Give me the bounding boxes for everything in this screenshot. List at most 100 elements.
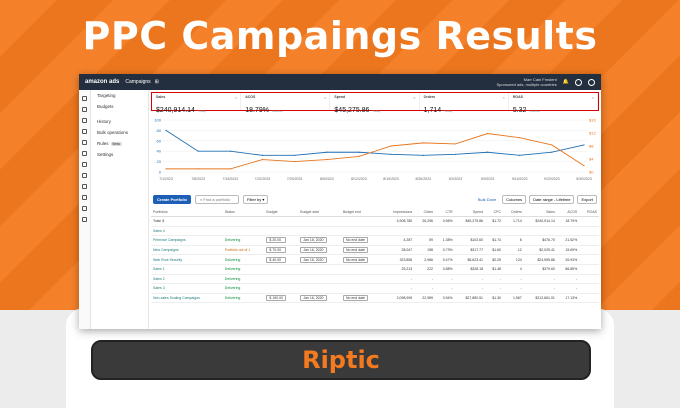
budget-end-input[interactable]: No end date [342,256,369,263]
account-switcher[interactable]: Marr Cain Fmstent Sponsored ads, multipl… [497,77,557,87]
portfolio-name-link[interactable]: Sales 2 [151,274,223,285]
table-row[interactable]: Sales 4 [151,226,599,237]
column-header[interactable]: Budget end [340,208,382,217]
column-header[interactable]: Orders [503,208,524,217]
budget-start-input[interactable]: Jan 16, 2020 [300,256,327,263]
table-row[interactable]: Non-sales Scaling Campaigns Delivering $ 1… [151,293,599,304]
rail-icon-9[interactable] [82,184,87,189]
column-header[interactable]: Budget start [298,208,341,217]
sidebar-item-bulk-operations[interactable]: Bulk operations [97,130,129,135]
column-header[interactable]: Spend [454,208,486,217]
sidebar-item-targeting[interactable]: Targeting [97,93,116,98]
close-icon[interactable]: × [502,95,505,100]
budget-start-cell [298,226,341,237]
cell-ctr: 0.47% [434,254,455,265]
table-row[interactable]: Sales 1 Delivering 25,213 222 0.88% $328.18 $1… [151,264,599,275]
budget-input[interactable]: $ 40.00 [266,256,287,263]
table-row[interactable]: Web Root Security Delivering $ 40.00 Jan 16… [151,254,599,265]
budget-end-input[interactable]: No end date [342,237,369,244]
cell-sales: $212,661.01 [523,293,557,304]
portfolio-name-link[interactable]: Sales 4 [151,226,223,237]
rail-icon-4[interactable] [82,129,87,134]
data-point [294,161,296,163]
portfolio-name-link[interactable]: Sales 3 [151,283,223,294]
portfolio-name-link[interactable]: Web Root Security [151,254,223,265]
column-header[interactable]: Portfolios [151,208,223,217]
budget-start-input[interactable]: Jan 16, 2020 [300,247,327,254]
data-point [454,153,456,155]
budget-end-input[interactable]: No end date [342,247,369,254]
export-button[interactable]: Export [577,194,597,204]
table-row[interactable]: Primrose Campaigns Delivering $ 20.00 Jan 1… [151,235,599,246]
column-header[interactable]: CPC [485,208,504,217]
cell-clicks: 2,966 [414,254,435,265]
budget-end-cell: No end date [340,293,382,304]
data-point [583,165,585,167]
budget-input[interactable]: $ 70.00 [266,247,287,254]
budget-start-input[interactable]: Jan 16, 2020 [300,295,327,302]
column-header[interactable]: Impressions [381,208,415,217]
bulk-link[interactable]: Bulk Done [477,196,497,202]
y2-tick-label: $0 [589,170,594,175]
column-header[interactable]: Budget [264,208,299,217]
data-point [229,168,231,170]
breadcrumb-campaigns[interactable]: Campaigns [125,79,151,85]
metric-acos[interactable]: ACOS 18.79% Lifetime × [241,93,331,114]
budget-end-input[interactable]: No end date [342,295,369,302]
data-point [519,137,521,139]
rail-icon-2[interactable] [82,107,87,112]
portfolio-name-link[interactable]: Primrose Campaigns [151,235,223,246]
rail-icon-12[interactable] [82,217,87,222]
metric-spend[interactable]: Spend $45,275.86 Today × [330,93,420,114]
metric-sales[interactable]: Sales $240,914.14 Today × [152,93,242,114]
rail-icon-10[interactable] [82,195,87,200]
amazon-ads-logo[interactable]: amazon ads [85,79,120,85]
rail-icon-3[interactable] [82,118,87,123]
date-range-dropdown[interactable]: Date range - Lifetime [529,194,575,204]
rail-icon-6[interactable] [82,151,87,156]
sidebar-item-settings[interactable]: Settings [97,152,114,157]
metric-roas[interactable]: ROAS 5.32 Lifetime × [509,93,599,114]
budget-input[interactable]: $ 190.00 [266,295,287,302]
metric-orders[interactable]: Orders 1,714 Today × [420,93,509,114]
column-header[interactable]: ACOS [556,208,580,217]
filter-dropdown[interactable]: Filter by ▾ [243,194,269,204]
rail-icon-1[interactable] [82,96,87,101]
budget-start-input[interactable]: Jan 16, 2020 [300,237,327,244]
close-icon[interactable]: × [234,95,238,100]
column-header[interactable]: Sales [523,208,557,217]
close-icon[interactable]: × [591,95,595,100]
portfolio-name-link[interactable]: New Campaigns [151,245,223,256]
portfolio-name-link[interactable]: Sales 1 [151,264,223,275]
sidebar-item-rules[interactable]: Rules Beta [91,138,148,149]
help-icon[interactable] [575,78,582,86]
x-tick-label: 7/29/2023 [287,177,303,181]
column-header[interactable]: CTR [434,208,455,217]
create-portfolio-button[interactable]: Create Portfolio [153,194,192,204]
data-point [486,132,489,135]
sidebar-item-budgets[interactable]: Budgets [97,104,114,109]
rail-icon-7[interactable] [82,162,87,167]
rail-icon-8[interactable] [82,173,87,178]
close-icon[interactable]: × [413,95,416,100]
sidebar-item-history[interactable]: History [97,119,112,124]
settings-icon[interactable] [588,78,595,86]
table-row[interactable]: Sales 3 Delivering - - - - - - - - [151,283,599,294]
table-row[interactable]: New Campaigns Portfolio out of 1 $ 70.00 Ja… [151,245,599,256]
budget-input[interactable]: $ 20.00 [266,237,287,244]
budget-cell [264,274,299,285]
portfolio-name-link[interactable]: Non-sales Scaling Campaigns [151,293,223,304]
rail-icon-11[interactable] [82,206,87,211]
column-header[interactable]: Status [222,208,265,217]
cell-cpc: $1.30 [485,293,504,304]
column-header[interactable]: Clicks [414,208,435,217]
rail-icon-5[interactable] [82,140,87,145]
close-icon[interactable]: × [324,95,327,100]
table-row[interactable]: Sales 2 Delivering - - - - - - - - [151,274,599,285]
search-input[interactable]: ⌕ Find a portfolio [195,194,240,204]
cell-cpc: $1.72 [485,216,504,227]
campaigns-menu-icon[interactable]: ⊞ [154,79,159,85]
columns-dropdown[interactable]: Columns [502,194,527,204]
bell-icon[interactable]: 🔔 [562,79,569,85]
column-header[interactable]: ROAS [579,208,599,217]
